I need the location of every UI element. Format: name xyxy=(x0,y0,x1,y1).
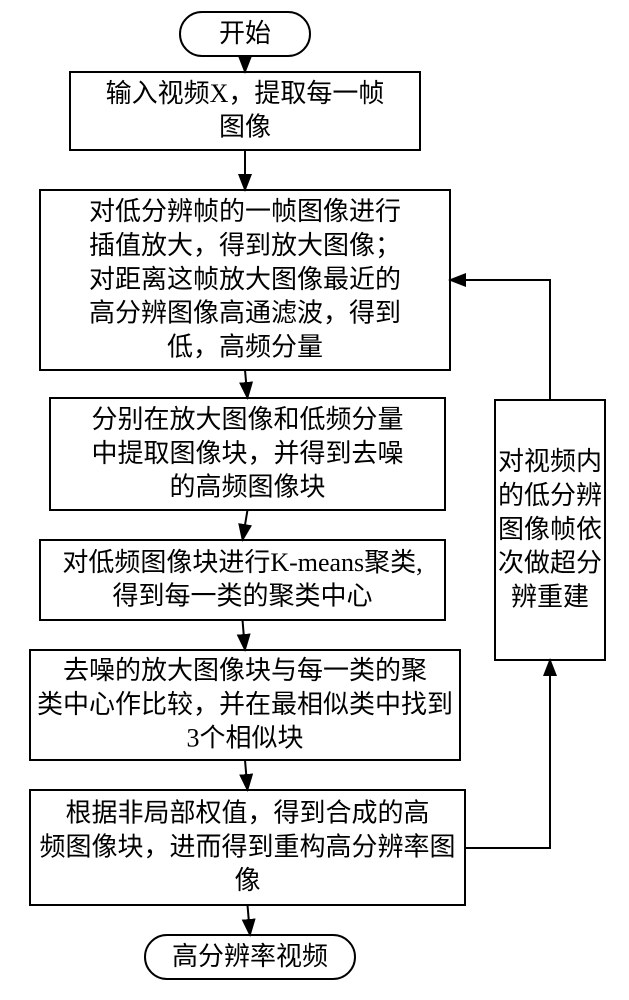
node-text: 根据非局部权值，得到合成的高 xyxy=(65,799,429,828)
flow-arrow xyxy=(243,510,248,540)
node-text: 中提取图像块，并得到去噪 xyxy=(91,439,403,468)
node-text: 得到每一类的聚类中心 xyxy=(112,582,372,611)
node-n4: 对低频图像块进行K-means聚类, 得到每一类的聚类中心 xyxy=(40,540,445,620)
node-text: 类中心作比较，并在最相似类中找到 xyxy=(37,690,453,719)
flow-arrow xyxy=(450,280,550,400)
node-text: 输入视频X，提取每一帧 xyxy=(106,79,385,108)
node-side: 对视频内的低分辨图像帧依次做超分辨重建 xyxy=(495,400,605,660)
flowchart: 开始输入视频X，提取每一帧图像对低分辨帧的一帧图像进行插值放大，得到放大图像；对… xyxy=(0,0,629,1000)
flow-arrow xyxy=(243,620,246,650)
node-text: 图像 xyxy=(219,113,271,142)
node-text: 次做超分 xyxy=(498,549,602,578)
node-text: 开始 xyxy=(219,19,271,48)
node-text: 高分辨率视频 xyxy=(172,942,328,971)
node-text: 对低频图像块进行K-means聚类, xyxy=(62,548,422,577)
node-n3: 分别在放大图像和低频分量中提取图像块，并得到去噪的高频图像块 xyxy=(50,398,445,510)
node-start: 开始 xyxy=(180,12,310,56)
node-text: 的高频图像块 xyxy=(169,473,325,502)
node-text: 插值放大，得到放大图像； xyxy=(89,231,401,260)
node-n5: 去噪的放大图像块与每一类的聚类中心作比较，并在最相似类中找到 3个相似块 xyxy=(30,650,460,760)
node-text: 分别在放大图像和低频分量 xyxy=(91,405,403,434)
node-text: 低，高频分量 xyxy=(167,332,323,361)
node-text: 的低分辨 xyxy=(498,481,602,510)
flow-arrow xyxy=(245,760,248,790)
node-text: 对视频内 xyxy=(498,447,602,476)
node-text: 频图像块，进而得到重构高分辨率图 xyxy=(39,832,455,861)
node-n2: 对低分辨帧的一帧图像进行插值放大，得到放大图像； 对距离这帧放大图像最近的高分辨图… xyxy=(40,190,450,370)
node-text: 高分辨图像高通滤波，得到 xyxy=(89,299,401,328)
node-text: 3个相似块 xyxy=(186,724,303,753)
node-n1: 输入视频X，提取每一帧图像 xyxy=(70,72,420,150)
node-n6: 根据非局部权值，得到合成的高频图像块，进而得到重构高分辨率图像 xyxy=(30,790,465,905)
node-text: 图像帧依 xyxy=(498,515,602,544)
node-end: 高分辨率视频 xyxy=(145,935,355,979)
node-text: 像 xyxy=(234,866,260,895)
flow-arrow xyxy=(465,660,550,848)
node-text: 对距离这帧放大图像最近的 xyxy=(89,265,401,294)
node-text: 去噪的放大图像块与每一类的聚 xyxy=(63,656,427,685)
flow-arrow xyxy=(248,905,251,935)
flow-arrow xyxy=(245,370,248,398)
node-text: 辨重建 xyxy=(511,582,589,611)
node-text: 对低分辨帧的一帧图像进行 xyxy=(89,197,401,226)
